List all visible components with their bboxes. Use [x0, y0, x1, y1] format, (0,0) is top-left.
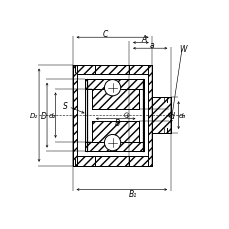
Circle shape [104, 135, 120, 151]
Text: C: C [102, 30, 108, 39]
Circle shape [104, 80, 120, 96]
Polygon shape [85, 142, 144, 152]
Polygon shape [92, 122, 139, 142]
Polygon shape [152, 98, 170, 133]
Text: d₃: d₃ [178, 113, 185, 119]
Text: S: S [63, 101, 68, 110]
Text: d₂: d₂ [49, 113, 56, 119]
Text: a: a [149, 41, 154, 50]
Polygon shape [72, 156, 152, 166]
Text: W: W [179, 44, 186, 54]
Circle shape [124, 113, 128, 118]
Polygon shape [92, 89, 139, 109]
Polygon shape [72, 65, 77, 166]
Text: B₁: B₁ [128, 189, 136, 198]
Polygon shape [85, 79, 144, 89]
Text: D₂: D₂ [30, 113, 38, 119]
Polygon shape [94, 65, 129, 75]
Polygon shape [147, 65, 152, 166]
Polygon shape [72, 65, 152, 75]
Polygon shape [94, 156, 129, 166]
Text: A: A [141, 35, 146, 44]
Text: B: B [114, 119, 120, 128]
Text: D: D [41, 111, 46, 120]
Text: d: d [169, 111, 174, 120]
